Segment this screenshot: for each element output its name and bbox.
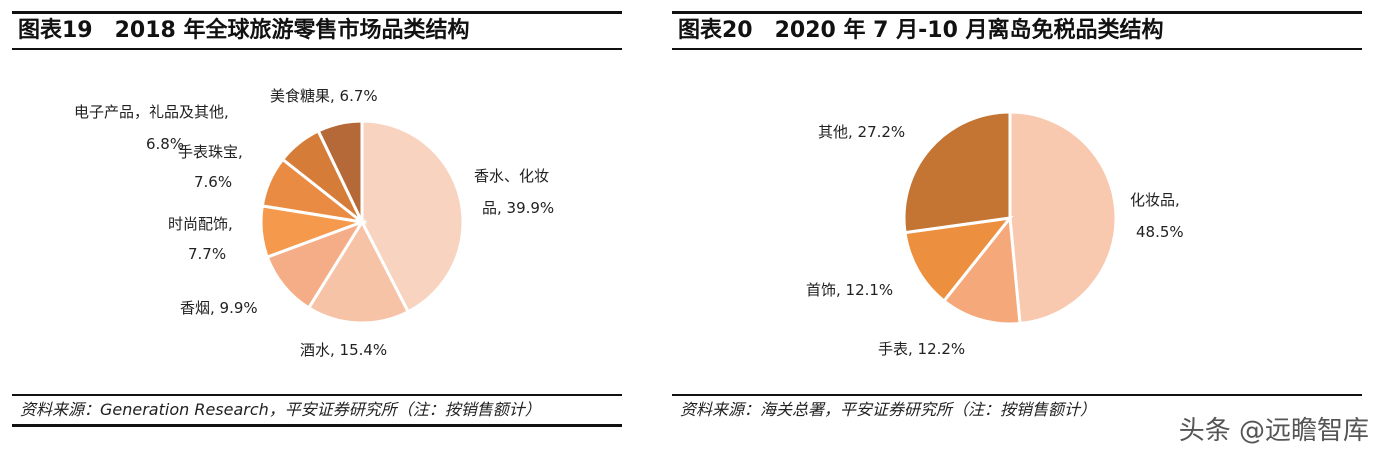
slice-label: 化妆品, bbox=[1130, 191, 1180, 209]
slice-label: 手表珠宝, bbox=[178, 143, 243, 161]
pie-slice bbox=[316, 119, 364, 223]
pie-slice bbox=[306, 218, 411, 325]
pie-slice bbox=[902, 110, 1012, 235]
slice-label: 手表, 12.2% bbox=[878, 340, 966, 358]
slice-label: 首饰, 12.1% bbox=[806, 281, 894, 299]
slice-label: 品, 39.9% bbox=[482, 199, 555, 217]
slice-label: 7.7% bbox=[188, 245, 227, 263]
slice-label: 其他, 27.2% bbox=[818, 123, 906, 141]
source-note: 资料来源：海关总署，平安证券研究所（注：按销售额计） bbox=[672, 394, 1362, 424]
chart-panel-20: 图表20 2020 年 7 月-10 月离岛免税品类结构 化妆品, 48.5% … bbox=[672, 0, 1362, 462]
slice-label: 电子产品，礼品及其他, bbox=[74, 103, 229, 121]
chart-title: 图表20 2020 年 7 月-10 月离岛免税品类结构 bbox=[672, 11, 1362, 50]
chart-panel-19: 图表19 2018 年全球旅游零售市场品类结构 香水、化妆 品, 39.9% 酒… bbox=[12, 0, 622, 462]
slice-label: 酒水, 15.4% bbox=[300, 341, 388, 359]
pie-slice bbox=[941, 214, 1022, 326]
pie-chart bbox=[259, 119, 465, 325]
pie-slice bbox=[360, 119, 465, 314]
pie-chart bbox=[902, 110, 1118, 326]
slice-label: 48.5% bbox=[1136, 223, 1184, 241]
chart-title: 图表19 2018 年全球旅游零售市场品类结构 bbox=[12, 11, 622, 50]
source-note: 资料来源：Generation Research，平安证券研究所（注：按销售额计… bbox=[12, 394, 622, 427]
slice-label: 美食糖果, 6.7% bbox=[270, 87, 378, 105]
slice-label: 6.8% bbox=[146, 135, 185, 153]
slice-label: 香水、化妆 bbox=[474, 167, 550, 185]
slice-label: 时尚配饰, bbox=[168, 215, 233, 233]
watermark: 头条 @远瞻智库 bbox=[1178, 416, 1369, 446]
pie-slice bbox=[1008, 110, 1118, 326]
slice-label: 香烟, 9.9% bbox=[180, 299, 258, 317]
slice-label: 7.6% bbox=[194, 173, 233, 191]
pie-slice bbox=[903, 215, 1014, 304]
